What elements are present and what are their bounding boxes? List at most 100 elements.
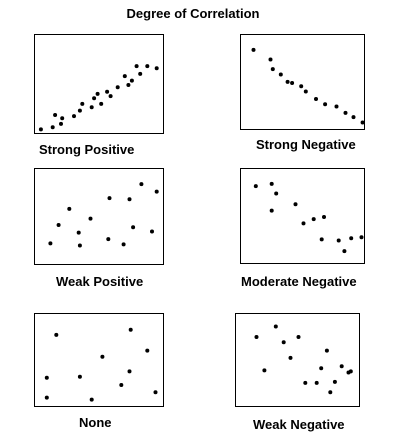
data-point-moderate-negative-2 [274,191,279,196]
data-point-strong-negative-10 [334,104,339,109]
caption-strong-positive: Strong Positive [39,142,135,157]
data-point-weak-negative-3 [288,355,293,360]
data-point-weak-negative-1 [273,324,278,329]
data-point-strong-positive-12 [105,89,110,94]
scatter-points-weak-positive [48,182,159,248]
data-point-weak-positive-11 [139,182,144,187]
data-point-weak-positive-10 [131,225,136,230]
data-point-weak-negative-4 [296,335,301,339]
data-point-none-9 [145,348,150,353]
data-point-weak-negative-10 [332,379,337,384]
data-point-moderate-negative-4 [293,202,298,207]
data-point-weak-negative-5 [262,368,267,373]
data-point-moderate-negative-5 [301,221,306,226]
data-point-strong-positive-15 [122,74,127,79]
scatter-plot-weak-positive [34,168,164,265]
data-point-strong-positive-16 [126,83,131,87]
data-point-none-4 [89,397,94,402]
data-point-strong-negative-2 [270,67,275,72]
data-point-strong-negative-4 [285,79,290,84]
data-point-weak-negative-2 [281,340,286,345]
data-point-none-0 [54,332,59,337]
data-point-none-10 [153,390,158,395]
data-point-weak-positive-6 [106,237,111,242]
scatter-points-none [44,327,158,402]
data-point-none-8 [128,327,133,332]
data-point-strong-positive-1 [50,125,55,130]
data-point-weak-positive-2 [67,206,72,211]
data-point-none-3 [77,374,82,379]
data-point-strong-positive-11 [99,101,104,106]
data-point-moderate-negative-9 [336,238,341,243]
data-point-moderate-negative-11 [349,236,354,241]
data-point-strong-negative-13 [360,120,365,125]
chart-title: Degree of Correlation [126,6,260,21]
data-point-strong-negative-6 [299,84,304,89]
data-point-weak-positive-1 [56,223,61,227]
data-point-weak-positive-7 [107,196,112,201]
data-point-strong-positive-20 [145,64,150,69]
data-point-weak-positive-13 [154,189,159,194]
data-point-moderate-negative-1 [269,181,274,186]
scatter-plot-moderate-negative [240,168,365,264]
caption-none: None [79,415,112,430]
scatter-points-strong-negative [251,47,365,125]
data-point-weak-negative-7 [314,380,319,385]
data-point-weak-negative-13 [348,369,353,374]
data-point-weak-positive-4 [77,243,82,248]
caption-moderate-negative: Moderate Negative [241,274,357,289]
data-point-strong-negative-9 [323,102,328,107]
data-point-strong-negative-5 [290,81,295,85]
data-point-moderate-negative-8 [322,215,326,219]
data-point-strong-positive-5 [72,114,76,119]
data-point-moderate-negative-7 [319,237,324,242]
data-point-none-5 [100,354,105,359]
data-point-weak-negative-0 [254,335,259,339]
scatter-plot-strong-positive [34,34,164,134]
data-point-strong-positive-13 [108,94,113,99]
data-point-weak-positive-9 [127,197,132,202]
scatter-plot-none [34,313,164,407]
data-point-none-6 [119,383,124,387]
data-point-moderate-negative-6 [311,217,316,222]
data-point-strong-positive-19 [138,71,143,76]
scatter-plot-strong-negative [240,34,365,130]
data-point-moderate-negative-3 [269,208,274,213]
data-point-weak-negative-8 [319,366,324,371]
data-point-strong-negative-3 [278,72,283,77]
data-point-strong-positive-6 [77,108,82,113]
data-point-moderate-negative-10 [342,249,347,254]
data-point-strong-positive-18 [134,64,139,69]
data-point-strong-negative-0 [251,47,256,52]
data-point-weak-positive-3 [76,230,81,235]
data-point-strong-positive-21 [154,66,159,71]
data-point-strong-positive-4 [60,116,65,121]
data-point-weak-negative-14 [328,390,333,395]
scatter-points-moderate-negative [253,181,364,254]
caption-weak-negative: Weak Negative [253,417,345,432]
data-point-strong-negative-1 [268,57,273,62]
data-point-weak-negative-9 [324,348,329,353]
data-point-weak-negative-6 [303,380,308,385]
data-point-strong-positive-17 [129,78,134,83]
data-point-weak-positive-8 [121,242,126,247]
data-point-strong-negative-7 [303,89,308,94]
caption-strong-negative: Strong Negative [256,137,356,152]
data-point-strong-positive-8 [89,105,94,110]
data-point-none-1 [44,375,49,380]
caption-weak-positive: Weak Positive [56,274,144,289]
data-point-none-2 [44,395,49,400]
data-point-weak-positive-12 [150,229,154,234]
data-point-strong-positive-14 [115,85,120,90]
data-point-weak-positive-0 [48,241,53,246]
data-point-strong-positive-3 [59,121,63,126]
data-point-weak-positive-5 [88,216,93,221]
scatter-points-weak-negative [254,324,353,395]
data-point-strong-positive-7 [80,101,85,106]
data-point-strong-positive-0 [38,127,43,132]
data-point-strong-positive-10 [95,91,100,96]
scatter-plot-weak-negative [235,313,360,407]
data-point-strong-negative-8 [314,97,318,101]
data-point-strong-positive-2 [53,113,58,117]
data-point-strong-positive-9 [92,96,97,101]
